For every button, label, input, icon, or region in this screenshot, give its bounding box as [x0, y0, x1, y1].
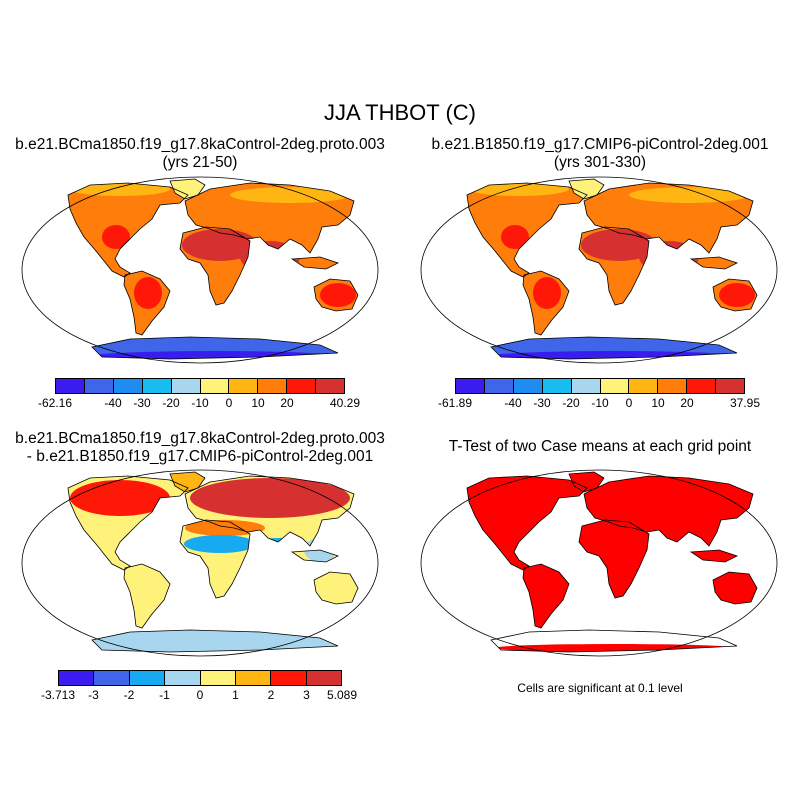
colorbar-swatch [542, 379, 572, 393]
colorbar-tick-label: -1 [159, 688, 170, 702]
colorbar-tick-label: -2 [123, 688, 135, 702]
colorbar-swatch [84, 379, 114, 393]
colorbar-swatch [171, 379, 201, 393]
colorbar-swatch [571, 379, 601, 393]
colorbar-tick-label: 20 [280, 396, 294, 410]
colorbar-swatch [716, 379, 745, 393]
colorbar-panel-3-swatches [58, 670, 342, 686]
colorbar-tick-label: -61.89 [437, 396, 473, 410]
panel1-title-line2: (yrs 21-50) [162, 154, 238, 171]
colorbar-panel-1-swatches [55, 378, 345, 394]
colorbar-panel-1: -62.16 -40 -30 -20 -10 0 10 20 40.29 [38, 378, 360, 412]
colorbar-tick-label: -20 [162, 396, 180, 410]
colorbar-swatch [687, 379, 717, 393]
colorbar-panel-3-labels: -3.713 -3 -2 -1 0 1 2 3 5.089 [41, 686, 357, 702]
colorbar-swatch [59, 671, 95, 685]
colorbar-swatch [271, 671, 307, 685]
colorbar-swatch [306, 671, 341, 685]
colorbar-tick-label: -10 [191, 396, 209, 410]
colorbar-tick-label: -20 [562, 396, 580, 410]
panel4-title: T-Test of two Case means at each grid po… [400, 438, 800, 456]
map-panel-4 [420, 469, 778, 657]
panel1-title: b.e21.BCma1850.f19_g17.8kaControl-2deg.p… [0, 136, 400, 172]
colorbar-tick-label: -40 [104, 396, 122, 410]
colorbar-swatch [129, 671, 166, 685]
colorbar-panel-2: -61.89 -40 -30 -20 -10 0 10 20 37.95 [438, 378, 760, 412]
colorbar-panel-2-swatches [455, 378, 745, 394]
colorbar-tick-label: 0 [225, 396, 233, 410]
colorbar-tick-label: 37.95 [729, 396, 761, 410]
map-panel-1 [21, 176, 379, 364]
colorbar-tick-label: -10 [591, 396, 609, 410]
colorbar-tick-label: 0 [625, 396, 633, 410]
colorbar-swatch [316, 379, 345, 393]
colorbar-tick-label: 1 [232, 688, 239, 702]
colorbar-swatch [287, 379, 317, 393]
colorbar-tick-label: 0 [196, 688, 204, 702]
colorbar-swatch [229, 379, 259, 393]
colorbar-swatch [165, 671, 201, 685]
panel1-title-line1: b.e21.BCma1850.f19_g17.8kaControl-2deg.p… [15, 136, 385, 153]
colorbar-panel-2-labels: -61.89 -40 -30 -20 -10 0 10 20 37.95 [438, 394, 760, 410]
colorbar-swatch [200, 671, 236, 685]
colorbar-swatch [600, 379, 630, 393]
panel2-title-line2: (yrs 301-330) [553, 154, 647, 171]
panel3-title-line1: b.e21.BCma1850.f19_g17.8kaControl-2deg.p… [15, 430, 385, 447]
colorbar-swatch [113, 379, 143, 393]
panel3-title: b.e21.BCma1850.f19_g17.8kaControl-2deg.p… [0, 430, 400, 466]
panel3-title-line2: - b.e21.B1850.f19_g17.CMIP6-piControl-2d… [26, 448, 374, 465]
colorbar-tick-label: 40.29 [329, 396, 361, 410]
colorbar-tick-label: 20 [680, 396, 694, 410]
significance-note: Cells are significant at 0.1 level [517, 681, 683, 695]
colorbar-tick-label: -30 [133, 396, 151, 410]
colorbar-swatch [456, 379, 485, 393]
colorbar-tick-label: 5.089 [326, 688, 358, 702]
colorbar-tick-label: 3 [303, 688, 310, 702]
colorbar-swatch [235, 671, 272, 685]
colorbar-tick-label: -62.16 [37, 396, 73, 410]
colorbar-tick-label: -3 [88, 688, 99, 702]
panel2-title-line1: b.e21.B1850.f19_g17.CMIP6-piControl-2deg… [431, 136, 769, 153]
colorbar-swatch [56, 379, 85, 393]
colorbar-tick-label: -40 [504, 396, 522, 410]
colorbar-panel-3: -3.713 -3 -2 -1 0 1 2 3 5.089 [41, 670, 357, 704]
colorbar-swatch [142, 379, 172, 393]
panel2-title: b.e21.B1850.f19_g17.CMIP6-piControl-2deg… [400, 136, 800, 172]
colorbar-swatch [513, 379, 543, 393]
colorbar-tick-label: 10 [251, 396, 265, 410]
colorbar-swatch [629, 379, 659, 393]
panel4-title-line1: T-Test of two Case means at each grid po… [448, 438, 752, 455]
colorbar-tick-label: 2 [267, 688, 275, 702]
colorbar-tick-label: -3.713 [40, 688, 76, 702]
colorbar-swatch [94, 671, 130, 685]
main-title: JJA THBOT (C) [324, 100, 476, 125]
map-panel-3 [21, 469, 379, 657]
colorbar-swatch [484, 379, 514, 393]
colorbar-panel-1-labels: -62.16 -40 -30 -20 -10 0 10 20 40.29 [38, 394, 360, 410]
colorbar-swatch [658, 379, 688, 393]
colorbar-swatch [258, 379, 288, 393]
colorbar-tick-label: 10 [651, 396, 665, 410]
colorbar-swatch [200, 379, 230, 393]
colorbar-tick-label: -30 [533, 396, 551, 410]
map-panel-2 [420, 176, 778, 364]
